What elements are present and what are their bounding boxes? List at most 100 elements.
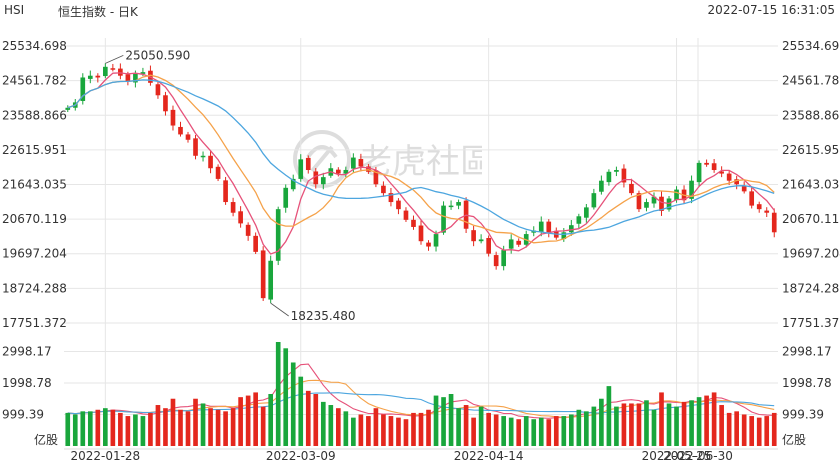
- volume-bar: [95, 409, 101, 446]
- volume-bar: [651, 409, 657, 446]
- candle-body: [719, 171, 724, 174]
- volume-bar: [441, 397, 446, 446]
- volume-bar: [245, 395, 251, 446]
- candle-body: [441, 205, 446, 233]
- volume-bar: [238, 397, 243, 446]
- candle-body: [253, 235, 258, 252]
- candle-body: [125, 74, 131, 82]
- volume-bar: [426, 409, 431, 446]
- min-annotation-line: [270, 302, 289, 317]
- volume-bar: [771, 412, 777, 446]
- candle-body: [568, 225, 574, 233]
- volume-bar: [215, 409, 221, 446]
- volume-bar: [178, 409, 183, 446]
- volume-bar: [734, 411, 739, 446]
- volume-bar: [719, 405, 724, 446]
- volume-bar: [538, 417, 544, 446]
- candle-body: [418, 225, 424, 242]
- volume-bar: [155, 405, 161, 446]
- volume-bar: [711, 392, 717, 446]
- candle-body: [546, 221, 552, 233]
- candle-body: [343, 170, 349, 174]
- candle-body: [396, 200, 401, 210]
- candle-body: [260, 250, 266, 299]
- volume-bar: [298, 376, 304, 446]
- y-tick-right: 21643.035: [782, 178, 840, 192]
- vol-unit-left: 亿股: [34, 432, 58, 447]
- candle-body: [155, 84, 161, 96]
- volume-bar: [125, 416, 131, 446]
- candle-body: [110, 68, 116, 70]
- candle-body: [65, 107, 71, 110]
- candle-body: [403, 210, 409, 220]
- candle-body: [741, 185, 747, 192]
- candle-body: [223, 180, 228, 203]
- candle-body: [501, 250, 507, 267]
- volume-bar: [614, 406, 619, 446]
- volume-bar: [606, 386, 612, 446]
- volume-bar: [223, 411, 228, 446]
- candle-body: [433, 234, 439, 247]
- candle-body: [493, 255, 499, 267]
- y-tick-left: 24561.782: [2, 74, 67, 88]
- candle-body: [200, 155, 206, 158]
- candle-body: [358, 158, 364, 167]
- volume-bar: [456, 408, 461, 446]
- volume-bar: [621, 403, 627, 446]
- vol-tick-right: 2998.17: [782, 345, 832, 359]
- y-tick-left: 25534.698: [2, 39, 67, 53]
- y-tick-right: 19697.204: [782, 247, 840, 261]
- volume-bar: [200, 403, 206, 446]
- candle-body: [193, 138, 198, 156]
- candle-body: [351, 157, 356, 169]
- volume-bar: [72, 414, 78, 446]
- candle-body: [178, 126, 183, 135]
- volume-bar: [103, 408, 108, 446]
- volume-bar: [148, 412, 153, 446]
- timestamp: 2022-07-15 16:31:05: [707, 3, 835, 17]
- candle-body: [103, 66, 108, 77]
- symbol-label: HSI: [4, 3, 25, 17]
- volume-bar: [501, 416, 507, 446]
- candle-body: [298, 159, 304, 179]
- x-tick-label: 2022-06-30: [663, 449, 733, 463]
- candle-body: [636, 193, 642, 210]
- max-annotation-line: [105, 55, 124, 64]
- volume-bar: [268, 394, 274, 446]
- volume-bar: [275, 342, 281, 446]
- candle-body: [749, 191, 755, 206]
- candle-body: [275, 209, 281, 261]
- vol-tick-right: 1998.78: [782, 376, 832, 390]
- candle-body: [411, 219, 416, 227]
- y-tick-left: 20670.119: [2, 212, 67, 226]
- volume-bar: [373, 408, 379, 446]
- volume-bar: [80, 411, 86, 446]
- volume-bar: [433, 395, 439, 446]
- volume-bar: [531, 419, 537, 446]
- y-tick-right: 25534.698: [782, 39, 840, 53]
- candle-body: [335, 169, 341, 174]
- candle-body: [283, 187, 289, 208]
- volume-bar: [388, 416, 394, 446]
- candle-body: [185, 134, 191, 140]
- volume-bar: [260, 406, 266, 446]
- volume-bar: [343, 411, 349, 446]
- candle-body: [366, 166, 371, 172]
- candle-body: [734, 179, 739, 185]
- volume-bar: [681, 401, 687, 446]
- volume-bar: [674, 406, 679, 446]
- candle-body: [471, 230, 476, 242]
- volume-bar: [448, 394, 454, 446]
- volume-bar: [358, 414, 364, 446]
- candle-body: [208, 155, 213, 169]
- candle-body: [245, 224, 251, 236]
- watermark-text: 老虎社區: [358, 142, 482, 182]
- candle-body: [95, 75, 101, 78]
- volume-bar: [208, 408, 213, 446]
- volume-bar: [118, 412, 123, 446]
- y-tick-right: 17751.372: [782, 316, 840, 330]
- candle-body: [230, 202, 236, 213]
- y-tick-right: 20670.119: [782, 212, 840, 226]
- candles: [65, 63, 777, 304]
